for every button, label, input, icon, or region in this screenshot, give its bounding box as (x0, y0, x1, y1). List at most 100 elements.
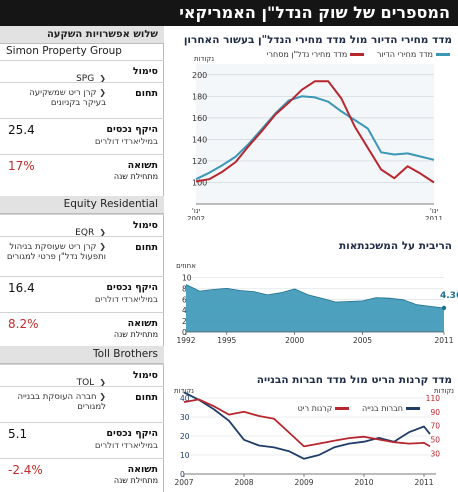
last-value-annotation: 4.36% (440, 291, 458, 301)
assets-row: היקף נכסים 25.4 במיליארדי דולרים (0, 118, 164, 154)
x-tick-label: 2005 (353, 336, 372, 345)
y-left-tick-label: 20 (180, 432, 190, 441)
y-axis-label: נקודות (194, 55, 214, 63)
field-value: קרן ריט שמשקיעה בעיקר בקניונים (29, 88, 106, 108)
x-tick-label: 2002 (187, 215, 205, 220)
symbol-label: סימול (132, 66, 158, 77)
return-row: תשואה מתחילת שנה -2.4% (0, 458, 164, 492)
stocks-header: שלוש אפשרויות השקעה (0, 26, 164, 44)
stock-card-header: Equity Residential (0, 196, 164, 214)
return-row: תשואה מתחילת שנה 8.2% (0, 312, 164, 346)
y-tick-label: 0 (182, 328, 187, 337)
field-label: תחום (135, 242, 158, 253)
y-right-tick-label: 110 (426, 394, 441, 403)
chart-mortgage-svg: 0 2 4 6 8 10 אחוזים 1992 1995 2000 2005 2011 4.36% (176, 262, 458, 345)
field-row: תחום ❮ קרן ריט שעוסקת בניהול ותפעול נדל"… (0, 236, 164, 276)
y-tick-label: 180 (192, 92, 207, 101)
assets-unit: במיליארדי דולרים (94, 295, 158, 305)
stock-card-spg: שלוש אפשרויות השקעה Simon Property Group… (0, 26, 164, 186)
y-tick-label: 160 (192, 114, 207, 123)
y-left-tick-label: 30 (180, 413, 190, 422)
symbol-label: סימול (132, 220, 158, 231)
series-line-0 (195, 95, 435, 181)
assets-label: היקף נכסים (106, 428, 158, 439)
y-left-tick-label: 40 (180, 394, 190, 403)
stock-name: Toll Brothers (93, 348, 158, 360)
field-row: תחום ❮ קרן ריט שמשקיעה בעיקר בקניונים (0, 82, 164, 118)
stocks-header-title: שלוש אפשרויות השקעה (46, 29, 158, 40)
assets-value: 5.1 (8, 427, 28, 441)
y-left-tick-label: 10 (180, 451, 190, 460)
chevron-left-icon: ❮ (99, 378, 106, 387)
return-value: 17% (8, 159, 35, 173)
y-right-tick-label: 90 (430, 408, 440, 417)
x-tick-label: 2011 (434, 336, 453, 345)
y-right-tick-label: 70 (430, 422, 440, 431)
y-axis-label: אחוזים (176, 262, 196, 270)
return-value: 8.2% (8, 317, 39, 331)
y-right-tick-label: 50 (430, 435, 440, 444)
chevron-left-icon: ❮ (99, 228, 106, 237)
chart-mortgage-rates: הריבית על המשכנתאות 0 2 4 6 8 10 אחוזים 1992 199… (166, 236, 458, 346)
chart-title: הריבית על המשכנתאות (338, 240, 452, 252)
legend-swatch (436, 53, 450, 56)
y-right-tick-label: 30 (430, 449, 440, 458)
symbol-label: סימול (132, 370, 158, 381)
x-tick-label: 2011 (414, 478, 433, 487)
field-value: חברה העוסקת בבנייה למגורים (17, 392, 106, 412)
x-tick-label: 2010 (354, 478, 373, 487)
assets-label: היקף נכסים (106, 124, 158, 135)
y-tick-label: 6 (182, 295, 187, 304)
legend-swatch (350, 53, 365, 56)
chart-housing-vs-commercial: מדד מחירי הדיור מול מדד מחירי הנדל"ן בעש… (166, 30, 458, 220)
chart-legend: חברות בנייה קרנות ריט (288, 404, 420, 413)
symbol-row: סימול ❮ EQR (0, 214, 164, 238)
return-value: -2.4% (8, 463, 43, 477)
field-row: תחום ❮ חברה העוסקת בבנייה למגורים (0, 386, 164, 422)
mortgage-rate-line (185, 284, 445, 309)
y-left-axis-label: נקודות (174, 387, 194, 395)
stock-card-header: Toll Brothers (0, 346, 164, 364)
chevron-left-icon: ❮ (99, 392, 106, 401)
return-label: תשואה מתחילת שנה (113, 464, 158, 485)
y-right-axis-label: נקודות (434, 387, 454, 395)
x-tick-label: ינו' (430, 207, 439, 215)
plot-area (196, 64, 434, 204)
x-tick-label: ינו' (192, 207, 201, 215)
y-tick-label: 2 (182, 317, 187, 326)
y-tick-label: 120 (192, 157, 207, 166)
field-label: תחום (135, 88, 158, 99)
symbol-row: סימול ❮ TOL (0, 364, 164, 388)
symbol-value: TOL (76, 378, 95, 388)
assets-row: היקף נכסים 16.4 במיליארדי דולרים (0, 276, 164, 312)
last-value-marker (441, 305, 447, 311)
stock-card-eqr: Equity Residential סימול ❮ EQR תחום ❮ קר… (0, 196, 164, 346)
x-tick-label: 2000 (285, 336, 304, 345)
symbol-row: סימול ❮ SPG (0, 60, 164, 84)
y-tick-label: 8 (182, 284, 187, 293)
x-tick-label: 2008 (234, 478, 253, 487)
series-line-1 (195, 80, 435, 184)
legend-swatch (406, 407, 420, 410)
legend-item-housing: מדד מחירי הדיור (377, 50, 450, 59)
x-tick-label: 1992 (176, 336, 195, 345)
legend-swatch (335, 407, 350, 410)
y-tick-label: 4 (182, 306, 187, 315)
y-tick-label: 100 (192, 178, 207, 187)
assets-unit: במיליארדי דולרים (94, 137, 158, 147)
chevron-left-icon: ❮ (99, 88, 106, 97)
page-banner: המספרים של שוק הנדל"ן האמריקאי (0, 0, 458, 26)
assets-label: היקף נכסים (106, 282, 158, 293)
y-left-tick-label: 0 (180, 470, 185, 479)
mortgage-rate-area (186, 284, 444, 332)
field-value: קרן ריט שעוסקת בניהול ותפעול נדל"ן פרטי … (6, 242, 106, 262)
legend-item-builders: חברות בנייה (362, 404, 420, 413)
chart-reit-vs-builders: מדד קרנות הריט מול מדד חברות הבנייה חברו… (166, 370, 458, 492)
stock-name: Equity Residential (63, 198, 158, 210)
stocks-panel: שלוש אפשרויות השקעה Simon Property Group… (0, 26, 164, 492)
x-tick-label: 2009 (294, 478, 313, 487)
y-tick-label: 10 (182, 273, 192, 282)
stock-name: Simon Property Group (6, 45, 122, 57)
assets-row: היקף נכסים 5.1 במיליארדי דולרים (0, 422, 164, 458)
